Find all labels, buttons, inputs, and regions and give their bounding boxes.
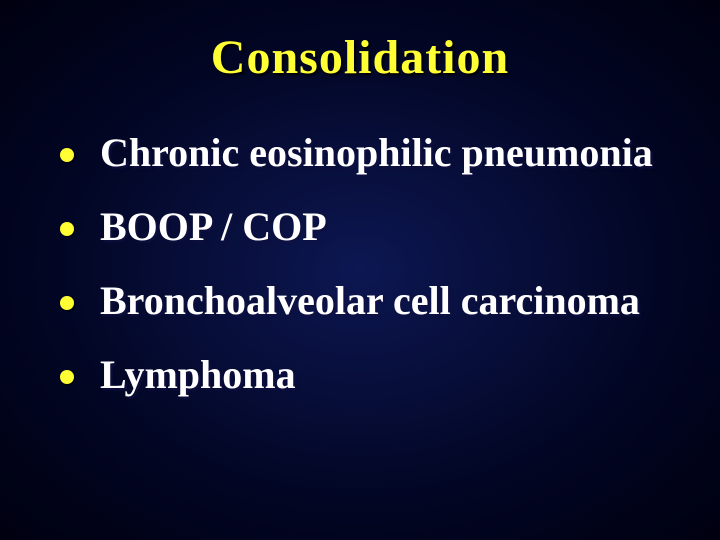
list-item: Lymphoma [50, 352, 680, 398]
bullet-icon [60, 296, 74, 310]
bullet-icon [60, 370, 74, 384]
bullet-text: Lymphoma [100, 352, 296, 397]
bullet-text: Bronchoalveolar cell carcinoma [100, 278, 640, 323]
list-item: Chronic eosinophilic pneumonia [50, 130, 680, 176]
slide-title: Consolidation [40, 30, 680, 85]
bullet-list: Chronic eosinophilic pneumonia BOOP / CO… [40, 130, 680, 398]
list-item: BOOP / COP [50, 204, 680, 250]
slide: Consolidation Chronic eosinophilic pneum… [0, 0, 720, 540]
bullet-text: BOOP / COP [100, 204, 327, 249]
bullet-text: Chronic eosinophilic pneumonia [100, 130, 653, 175]
list-item: Bronchoalveolar cell carcinoma [50, 278, 680, 324]
bullet-icon [60, 222, 74, 236]
bullet-icon [60, 148, 74, 162]
